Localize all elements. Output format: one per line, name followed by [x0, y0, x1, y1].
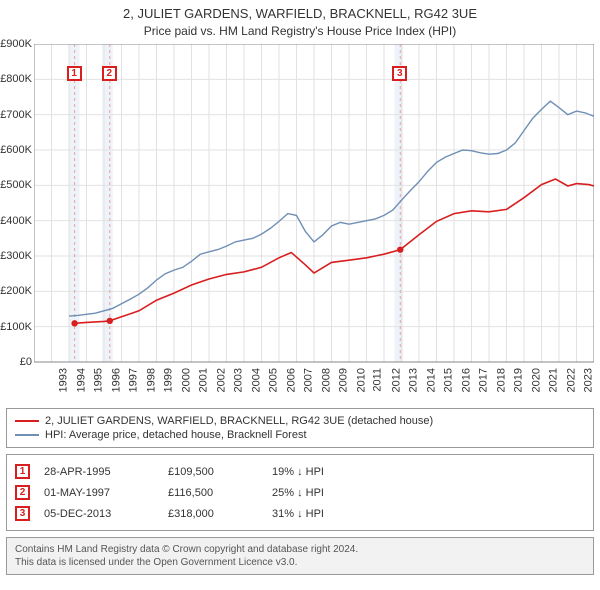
sale-marker-icon: 1: [15, 464, 30, 479]
x-axis-label: 2004: [250, 368, 262, 392]
x-axis-label: 2006: [285, 368, 297, 392]
y-axis-label: £500K: [0, 179, 32, 191]
x-axis-label: 2023: [582, 368, 594, 392]
y-axis-label: £800K: [0, 73, 32, 85]
sales-table: 1 28-APR-1995 £109,500 19% ↓ HPI 2 01-MAY-199…: [6, 454, 594, 531]
sale-marker-1: 1: [67, 66, 82, 81]
chart-container: 2, JULIET GARDENS, WARFIELD, BRACKNELL, …: [0, 0, 600, 590]
x-axis-label: 2008: [320, 368, 332, 392]
x-axis-label: 2011: [372, 368, 384, 392]
legend: 2, JULIET GARDENS, WARFIELD, BRACKNELL, …: [6, 408, 594, 448]
x-axis-label: 2019: [512, 368, 524, 392]
y-axis-label: £0: [0, 356, 32, 368]
sale-row: 1 28-APR-1995 £109,500 19% ↓ HPI: [15, 461, 585, 482]
chart-subtitle: Price paid vs. HM Land Registry's House …: [0, 21, 600, 44]
x-axis-label: 2010: [355, 368, 367, 392]
chart-plot-area: £0£100K£200K£300K£400K£500K£600K£700K£80…: [34, 44, 594, 404]
legend-swatch: [15, 420, 39, 422]
x-axis-label: 2002: [215, 368, 227, 392]
x-axis-label: 2021: [547, 368, 559, 392]
legend-item: HPI: Average price, detached house, Brac…: [15, 428, 585, 442]
x-axis-label: 1993: [57, 368, 69, 392]
chart-svg: [34, 44, 594, 404]
sale-row: 3 05-DEC-2013 £318,000 31% ↓ HPI: [15, 503, 585, 524]
footer-line-1: Contains HM Land Registry data © Crown c…: [15, 543, 585, 556]
x-axis-label: 2009: [337, 368, 349, 392]
x-axis-label: 2018: [495, 368, 507, 392]
x-axis-label: 2015: [442, 368, 454, 392]
sale-date: 01-MAY-1997: [44, 487, 154, 499]
x-axis-label: 2022: [565, 368, 577, 392]
x-axis-label: 2001: [197, 368, 209, 392]
sale-delta: 19% ↓ HPI: [272, 466, 382, 478]
x-axis-label: 2000: [180, 368, 192, 392]
sale-marker-icon: 3: [15, 506, 30, 521]
sale-delta: 25% ↓ HPI: [272, 487, 382, 499]
x-axis-label: 1998: [145, 368, 157, 392]
sale-price: £116,500: [168, 487, 258, 499]
sale-row: 2 01-MAY-1997 £116,500 25% ↓ HPI: [15, 482, 585, 503]
x-axis-label: 2007: [302, 368, 314, 392]
y-axis-label: £100K: [0, 321, 32, 333]
sale-marker-2: 2: [102, 66, 117, 81]
y-axis-label: £200K: [0, 285, 32, 297]
legend-label: HPI: Average price, detached house, Brac…: [45, 429, 307, 441]
x-axis-label: 2005: [267, 368, 279, 392]
x-axis-label: 2013: [407, 368, 419, 392]
x-axis-label: 1997: [127, 368, 139, 392]
legend-item: 2, JULIET GARDENS, WARFIELD, BRACKNELL, …: [15, 414, 585, 428]
x-axis-label: 1996: [110, 368, 122, 392]
y-axis-label: £600K: [0, 144, 32, 156]
x-axis-label: 2020: [530, 368, 542, 392]
sale-delta: 31% ↓ HPI: [272, 508, 382, 520]
y-axis-label: £900K: [0, 38, 32, 50]
legend-swatch: [15, 434, 39, 436]
sale-date: 28-APR-1995: [44, 466, 154, 478]
y-axis-label: £400K: [0, 215, 32, 227]
sale-marker-icon: 2: [15, 485, 30, 500]
x-axis-label: 2003: [232, 368, 244, 392]
x-axis-label: 1995: [92, 368, 104, 392]
y-axis-label: £300K: [0, 250, 32, 262]
legend-label: 2, JULIET GARDENS, WARFIELD, BRACKNELL, …: [45, 415, 433, 427]
x-axis-label: 2016: [460, 368, 472, 392]
attribution-footer: Contains HM Land Registry data © Crown c…: [6, 537, 594, 575]
sale-date: 05-DEC-2013: [44, 508, 154, 520]
x-axis-label: 2014: [425, 368, 437, 392]
y-axis-label: £700K: [0, 109, 32, 121]
sale-price: £318,000: [168, 508, 258, 520]
x-axis-label: 2012: [390, 368, 402, 392]
sale-price: £109,500: [168, 466, 258, 478]
x-axis-label: 1994: [75, 368, 87, 392]
sale-marker-3: 3: [392, 66, 407, 81]
chart-title: 2, JULIET GARDENS, WARFIELD, BRACKNELL, …: [0, 0, 600, 21]
x-axis-label: 2017: [477, 368, 489, 392]
footer-line-2: This data is licensed under the Open Gov…: [15, 556, 585, 569]
x-axis-label: 1999: [162, 368, 174, 392]
